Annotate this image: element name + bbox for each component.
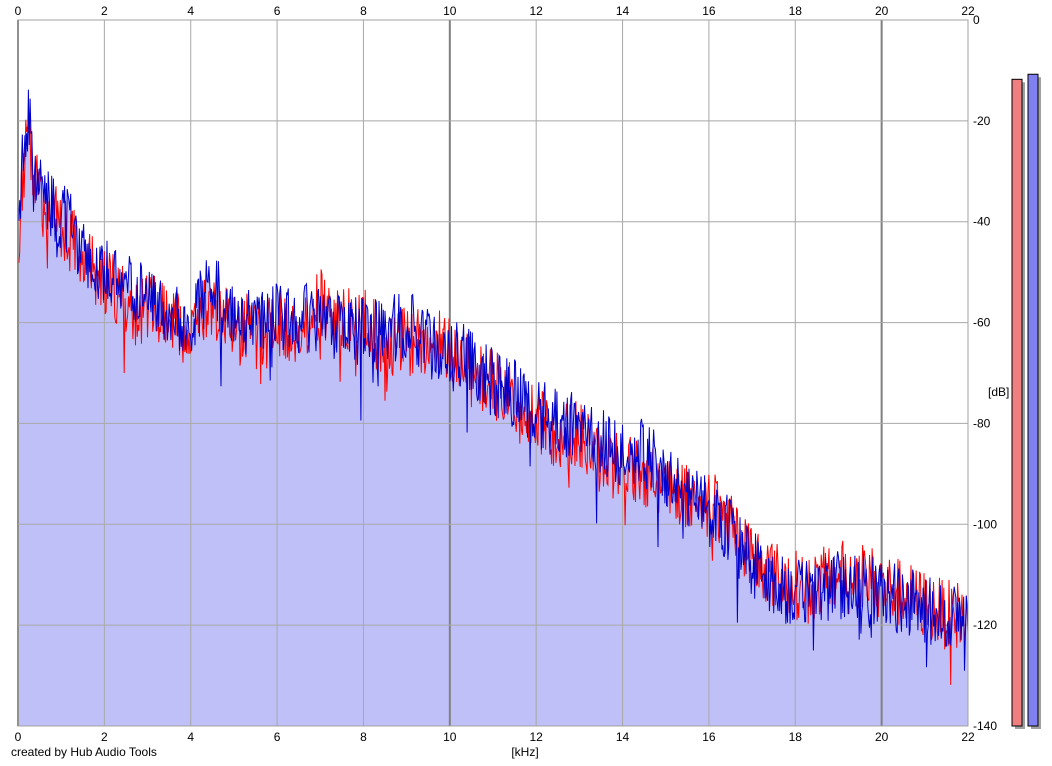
grid bbox=[17, 19, 969, 727]
spectrum-series bbox=[17, 89, 969, 685]
x-tick-label: 14 bbox=[616, 730, 630, 744]
x-tick-label: 22 bbox=[961, 730, 975, 744]
y-tick-label: -20 bbox=[973, 114, 991, 128]
x-tick-label: 6 bbox=[274, 730, 281, 744]
x-tick-label: 0 bbox=[15, 730, 22, 744]
x-tick-label: 2 bbox=[101, 4, 108, 18]
x-tick-label: 6 bbox=[274, 4, 281, 18]
x-tick-label: 22 bbox=[961, 4, 975, 18]
y-tick-label: 0 bbox=[973, 13, 980, 27]
x-tick-label: 20 bbox=[875, 4, 889, 18]
credit-text: created by Hub Audio Tools bbox=[11, 745, 157, 759]
x-tick-label: 8 bbox=[360, 730, 367, 744]
level-meter-bar bbox=[1011, 78, 1023, 727]
x-tick-label: 10 bbox=[443, 730, 457, 744]
x-tick-label: 0 bbox=[15, 4, 22, 18]
x-tick-label: 2 bbox=[101, 730, 108, 744]
y-tick-labels: 0 -20 -40 -60 -80 -100 -120 -140 bbox=[973, 13, 997, 733]
level-meter-bar bbox=[1027, 73, 1039, 727]
y-tick-label: -40 bbox=[973, 215, 991, 229]
x-tick-label: 12 bbox=[530, 4, 544, 18]
level-meters bbox=[1011, 73, 1041, 730]
spectrum-series-line-2 bbox=[17, 89, 969, 671]
x-tick-label: 14 bbox=[616, 4, 630, 18]
x-tick-label: 12 bbox=[530, 730, 544, 744]
x-tick-label: 10 bbox=[443, 4, 457, 18]
y-axis-label: [dB] bbox=[988, 385, 1009, 399]
y-tick-label: -60 bbox=[973, 316, 991, 330]
x-tick-label: 4 bbox=[187, 730, 194, 744]
x-tick-label: 18 bbox=[789, 4, 803, 18]
plot-border bbox=[17, 19, 969, 727]
y-tick-label: -80 bbox=[973, 416, 991, 430]
y-tick-label: -100 bbox=[973, 517, 997, 531]
x-tick-label: 4 bbox=[187, 4, 194, 18]
y-tick-label: -140 bbox=[973, 719, 997, 733]
y-tick-label: -120 bbox=[973, 618, 997, 632]
x-axis-label: [kHz] bbox=[511, 745, 538, 759]
x-tick-label: 18 bbox=[789, 730, 803, 744]
x-tick-label: 16 bbox=[702, 730, 716, 744]
x-tick-label: 16 bbox=[702, 4, 716, 18]
x-tick-label: 8 bbox=[360, 4, 367, 18]
x-tick-label: 20 bbox=[875, 730, 889, 744]
